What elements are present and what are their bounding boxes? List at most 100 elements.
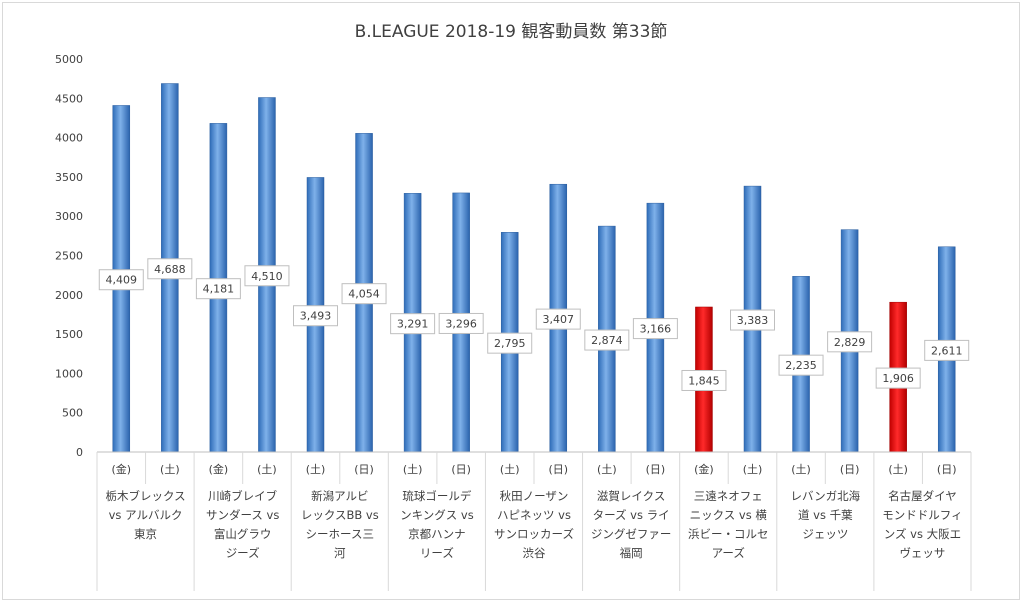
data-label: 2,611 — [931, 344, 963, 357]
x-game-label-line: サンロッカーズ — [494, 527, 574, 541]
x-game-label-line: 琉球ゴールデ — [402, 489, 471, 503]
x-game-label-line: 河 — [334, 546, 346, 560]
x-game-label-line: 新潟アルビ — [311, 489, 368, 503]
x-day-label: (土) — [160, 463, 180, 476]
x-game-label-line: ヴェッサ — [899, 546, 945, 560]
data-label: 2,829 — [834, 336, 866, 349]
x-game-label-line: モンドドルフィ — [882, 508, 962, 522]
data-label-box — [293, 305, 338, 327]
x-game-label-line: レックスBB vs — [301, 508, 379, 522]
data-label: 4,054 — [348, 288, 380, 301]
x-day-label: (土) — [597, 463, 617, 476]
x-game-label-line: ジーズ — [226, 546, 260, 560]
data-label: 2,235 — [785, 359, 817, 372]
x-game-label-line: 富山グラウ — [214, 527, 272, 541]
x-game-label-line: 名古屋ダイヤ — [888, 489, 957, 503]
x-game-label-line: シーホース三 — [306, 527, 374, 541]
data-label-box — [147, 258, 193, 280]
x-game-label-line: リーズ — [420, 546, 454, 560]
data-label: 3,407 — [543, 313, 575, 326]
y-tick-label: 5000 — [55, 53, 83, 66]
x-game-label-line: 浜ビー・コルセ — [688, 527, 769, 541]
y-tick-label: 2500 — [55, 250, 83, 263]
x-game-label-line: ニックス vs 横 — [690, 508, 768, 522]
data-label-box — [341, 283, 387, 305]
x-day-label: (土) — [743, 463, 763, 476]
x-day-label: (金) — [209, 462, 229, 476]
x-game-label-line: 京都ハンナ — [408, 527, 466, 541]
x-day-label: (日) — [548, 463, 568, 476]
data-label-box — [827, 331, 873, 353]
x-game-label-line: ンズ vs 大阪エ — [884, 527, 961, 541]
x-day-label: (土) — [257, 463, 277, 476]
x-day-label: (土) — [791, 463, 811, 476]
x-game-label-line: 栃木ブレックス — [105, 489, 185, 503]
x-game-label-line: 三遠ネオフェ — [694, 489, 763, 503]
x-game-label-line: ターズ vs ライ — [593, 508, 670, 522]
y-axis: 0 500 1000 1500 2000 2500 3000 3500 4000 4500 5000 — [55, 53, 83, 459]
data-label: 4,688 — [154, 263, 186, 276]
data-label-box — [875, 367, 921, 389]
x-day-label: (日) — [354, 463, 374, 476]
data-label: 4,181 — [203, 283, 235, 296]
bars-group: 4,409 4,688 4,181 4,510 3,493 4,054 3,291 3,296… — [98, 83, 970, 453]
x-game-label-line: ンキングス vs — [400, 508, 474, 522]
x-game-label-line: 川崎ブレイブ — [208, 489, 277, 503]
x-day-label: (土) — [306, 463, 326, 476]
data-label: 3,493 — [300, 310, 332, 323]
data-label: 4,510 — [251, 270, 283, 283]
data-label-box — [535, 308, 581, 330]
y-tick-label: 4500 — [55, 92, 83, 105]
x-game-label-line: サンダース vs — [206, 508, 279, 522]
x-day-label: (日) — [646, 463, 666, 476]
data-label: 1,845 — [688, 374, 720, 387]
x-day-label: (日) — [451, 463, 471, 476]
x-game-label-line: 滋賀レイクス — [597, 489, 665, 503]
data-label: 2,795 — [494, 337, 526, 350]
y-tick-label: 500 — [62, 407, 83, 420]
y-tick-label: 3000 — [55, 210, 83, 223]
data-label-box — [438, 312, 484, 334]
chart-title: B.LEAGUE 2018-19 観客動員数 第33節 — [355, 22, 668, 42]
y-tick-label: 1500 — [55, 328, 83, 341]
data-label: 3,383 — [737, 314, 769, 327]
y-tick-label: 2000 — [55, 289, 83, 302]
x-game-label-line: ハピネッツ vs — [497, 508, 571, 522]
y-tick-label: 3500 — [55, 171, 83, 184]
data-label-box — [730, 309, 775, 331]
x-game-label-line: 秋田ノーザン — [500, 489, 569, 503]
y-tick-label: 0 — [76, 446, 83, 459]
data-label-box — [681, 369, 727, 391]
x-game-label-line: ジェッツ — [802, 527, 848, 541]
data-label: 2,874 — [591, 334, 623, 347]
x-day-label: (土) — [888, 463, 908, 476]
x-day-label: (金) — [111, 462, 131, 476]
x-game-label-line: 道 vs 千葉 — [798, 508, 853, 522]
x-game-label-line: アーズ — [712, 546, 745, 560]
x-axis: (金) (土) (金) (土) (土) (日) (土) (日) (土) (日) (土) (日) (金) (… — [96, 451, 972, 591]
data-label-box — [244, 265, 290, 287]
data-label: 1,906 — [882, 372, 914, 385]
x-day-label: (土) — [403, 463, 423, 476]
x-game-label-line: 福岡 — [620, 546, 643, 560]
data-label: 3,166 — [640, 323, 672, 336]
y-tick-label: 1000 — [55, 367, 83, 380]
x-day-label: (日) — [840, 463, 860, 476]
data-label-box — [98, 269, 144, 291]
data-label-box — [778, 354, 824, 376]
data-label-box — [584, 329, 630, 351]
data-label-box — [195, 278, 241, 300]
x-game-label-line: 東京 — [134, 527, 157, 541]
x-day-label: (金) — [694, 462, 714, 476]
x-day-label: (土) — [500, 463, 520, 476]
x-game-label-line: 渋谷 — [523, 546, 546, 560]
data-label-box — [632, 318, 678, 340]
data-label: 3,291 — [397, 318, 429, 331]
data-label: 4,409 — [106, 274, 138, 287]
x-game-label-line: ジングゼファー — [591, 527, 672, 541]
data-label: 3,296 — [445, 317, 477, 330]
x-game-label-line: レバンガ北海 — [791, 489, 861, 503]
x-game-label-line: vs アルバルク — [109, 508, 183, 522]
data-label-box — [390, 313, 436, 335]
